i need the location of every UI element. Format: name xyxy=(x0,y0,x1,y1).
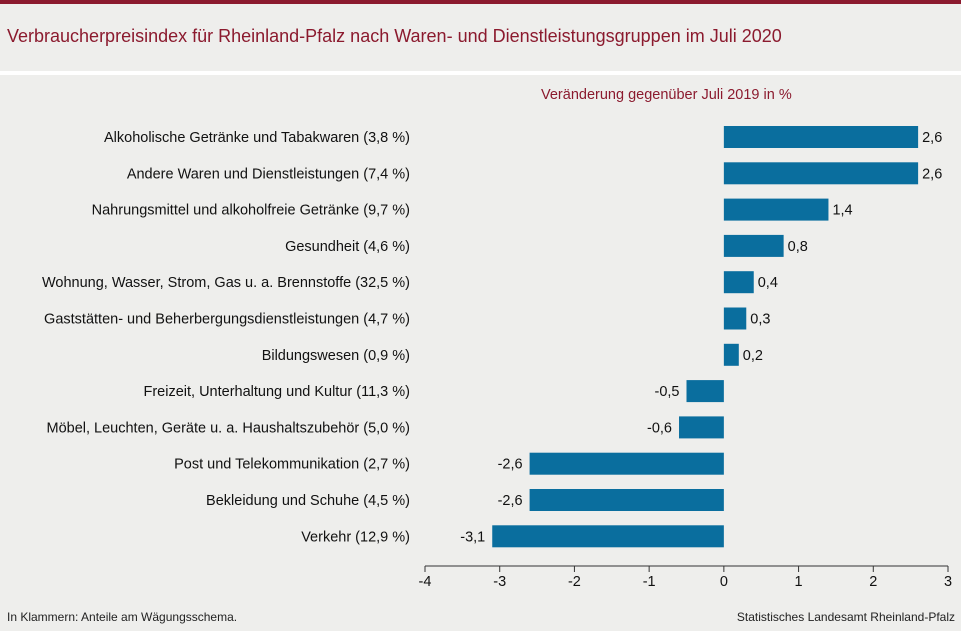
x-tick-label: -4 xyxy=(419,574,432,590)
data-label: 1,4 xyxy=(832,203,852,219)
x-tick-label: 3 xyxy=(944,574,952,590)
data-label: 0,3 xyxy=(750,312,770,328)
x-tick-label: -1 xyxy=(643,574,656,590)
data-label: -0,6 xyxy=(647,420,672,436)
category-label: Post und Telekommunikation (2,7 %) xyxy=(174,457,410,473)
data-label: -3,1 xyxy=(460,529,485,545)
bar xyxy=(723,162,919,185)
data-label: 2,6 xyxy=(922,166,942,182)
category-label: Freizeit, Unterhaltung und Kultur (11,3 … xyxy=(143,384,410,400)
data-label: 0,2 xyxy=(743,348,763,364)
data-label: 0,8 xyxy=(788,239,808,255)
bar xyxy=(723,126,919,148)
data-label: 0,4 xyxy=(758,275,778,291)
category-label: Verkehr (12,9 %) xyxy=(301,529,410,545)
category-label: Andere Waren und Dienstleistungen (7,4 %… xyxy=(127,166,410,182)
top-rule xyxy=(0,0,961,4)
category-label: Wohnung, Wasser, Strom, Gas u. a. Brenns… xyxy=(42,275,410,291)
bar xyxy=(529,452,724,475)
bar xyxy=(492,525,724,548)
bar xyxy=(723,307,747,330)
x-tick-label: -2 xyxy=(568,574,581,590)
category-label: Bekleidung und Schuhe (4,5 %) xyxy=(206,493,410,509)
source-note: Statistisches Landesamt Rheinland-Pfalz xyxy=(736,610,955,624)
category-label: Nahrungsmittel und alkoholfreie Getränke… xyxy=(92,203,410,219)
category-label: Gaststätten- und Beherbergungsdienstleis… xyxy=(44,312,410,328)
data-label: -2,6 xyxy=(498,457,523,473)
x-tick-label: 2 xyxy=(869,574,877,590)
category-label: Gesundheit (4,6 %) xyxy=(285,239,410,255)
bar xyxy=(686,380,724,403)
x-tick-label: 1 xyxy=(795,574,803,590)
category-label: Möbel, Leuchten, Geräte u. a. Haushaltsz… xyxy=(46,420,410,436)
chart-subtitle: Veränderung gegenüber Juli 2019 in % xyxy=(541,87,792,103)
bar xyxy=(529,489,724,511)
bar xyxy=(723,198,829,221)
category-label: Alkoholische Getränke und Tabakwaren (3,… xyxy=(104,130,410,146)
bar-chart: Alkoholische Getränke und Tabakwaren (3,… xyxy=(42,126,952,590)
bar xyxy=(723,343,739,366)
x-tick-label: -3 xyxy=(493,574,506,590)
data-label: 2,6 xyxy=(922,130,942,146)
bar xyxy=(679,416,724,439)
bar xyxy=(723,271,754,294)
footnote: In Klammern: Anteile am Wägungsschema. xyxy=(7,610,238,624)
title-divider xyxy=(0,71,961,75)
data-label: -2,6 xyxy=(498,493,523,509)
chart-title: Verbraucherpreisindex für Rheinland-Pfal… xyxy=(7,26,782,46)
data-label: -0,5 xyxy=(655,384,680,400)
x-tick-label: 0 xyxy=(720,574,728,590)
category-label: Bildungswesen (0,9 %) xyxy=(262,348,410,364)
bar xyxy=(723,234,784,257)
